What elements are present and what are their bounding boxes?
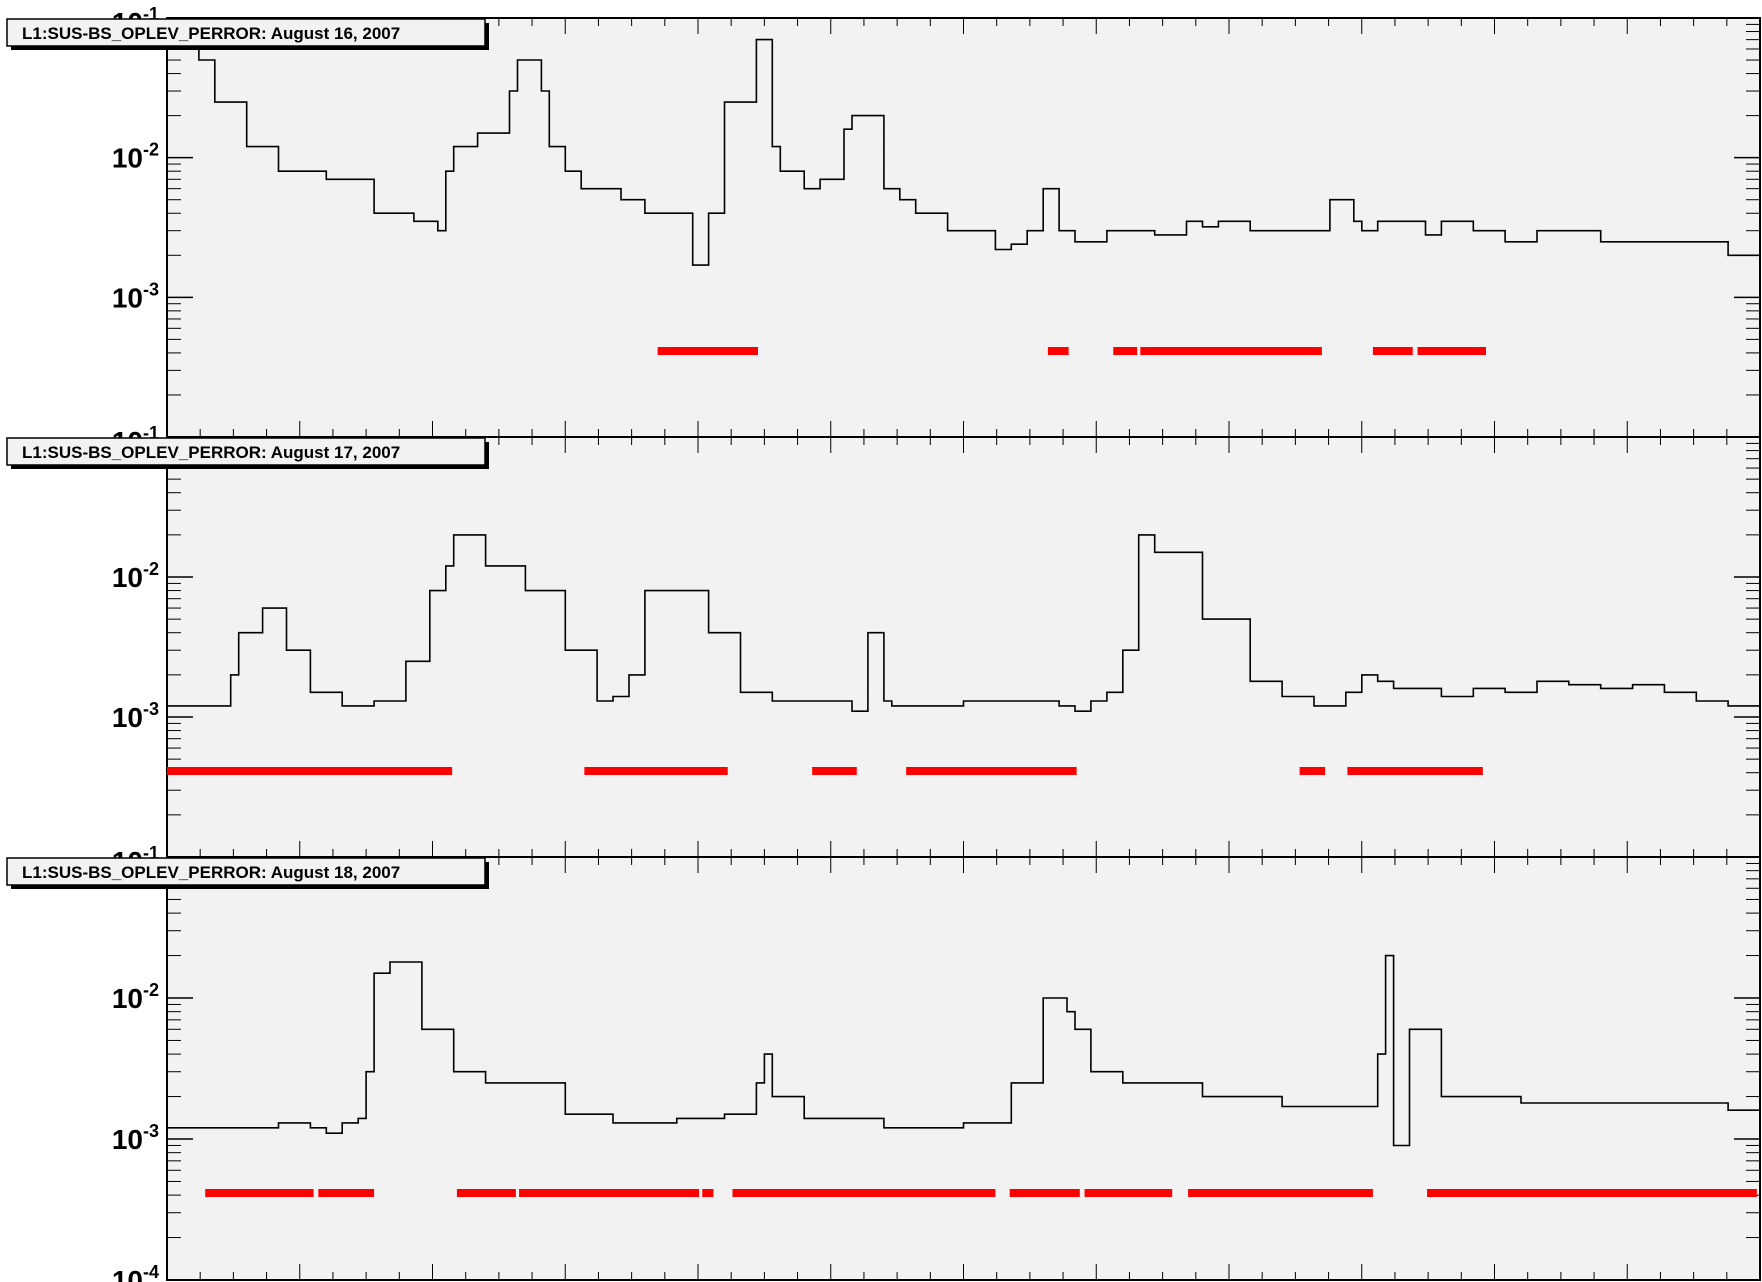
segment-bar — [584, 767, 728, 775]
segment-bar — [1009, 1189, 1080, 1197]
segment-bar — [205, 1189, 314, 1197]
y-tick-label: 10-2 — [112, 140, 159, 174]
segment-bar — [1188, 1189, 1373, 1197]
segment-bar — [702, 1189, 714, 1197]
data-series-1 — [167, 954, 1760, 1147]
segment-bar — [1140, 347, 1322, 355]
y-tick-label: 10-2 — [112, 980, 159, 1014]
segment-bar — [906, 767, 1077, 775]
y-tick-label: 10-3 — [112, 279, 159, 313]
segment-bar — [1417, 347, 1487, 355]
segment-bar — [657, 347, 759, 355]
panel-title-text: L1:SUS-BS_OPLEV_PERROR: August 18, 2007 — [22, 863, 400, 882]
y-tick-label: 10-4 — [112, 1262, 159, 1282]
panel-title: L1:SUS-BS_OPLEV_PERROR: August 17, 2007 — [6, 437, 489, 469]
segment-bar — [167, 767, 453, 775]
chart-panel-2: 10-110-210-3L1:SUS-BS_OPLEV_PERROR: Augu… — [6, 423, 1761, 858]
segment-bar — [456, 1189, 516, 1197]
segment-bar — [1084, 1189, 1173, 1197]
panel-title: L1:SUS-BS_OPLEV_PERROR: August 16, 2007 — [6, 18, 489, 50]
segment-bar — [1113, 347, 1138, 355]
segment-bar — [1299, 767, 1326, 775]
segment-bar — [1427, 1189, 1757, 1197]
y-tick-label: 10-3 — [112, 1121, 159, 1155]
title-box — [6, 18, 486, 47]
y-tick-label: 10-3 — [112, 699, 159, 733]
title-box — [6, 437, 486, 466]
segment-bar — [1347, 767, 1483, 775]
chart-panel-3: 10-110-210-310-4L1:SUS-BS_OPLEV_PERROR: … — [6, 843, 1761, 1282]
panel-title-text: L1:SUS-BS_OPLEV_PERROR: August 17, 2007 — [22, 443, 400, 462]
chart-panel-1: 10-110-210-3L1:SUS-BS_OPLEV_PERROR: Augu… — [6, 4, 1761, 438]
data-series-1 — [167, 534, 1760, 712]
plot-area — [166, 436, 1761, 858]
segment-bar — [318, 1189, 375, 1197]
segment-bar — [812, 767, 857, 775]
segment-bar — [1047, 347, 1069, 355]
y-tick-label: 10-2 — [112, 559, 159, 593]
title-box — [6, 857, 486, 886]
plot-area — [166, 856, 1761, 1281]
panel-title-text: L1:SUS-BS_OPLEV_PERROR: August 16, 2007 — [22, 24, 400, 43]
segment-bar — [1372, 347, 1413, 355]
panel-title: L1:SUS-BS_OPLEV_PERROR: August 18, 2007 — [6, 857, 489, 889]
data-series-1 — [167, 38, 1760, 266]
plot-area — [166, 17, 1761, 438]
segment-bar — [732, 1189, 996, 1197]
segment-bar — [519, 1189, 700, 1197]
